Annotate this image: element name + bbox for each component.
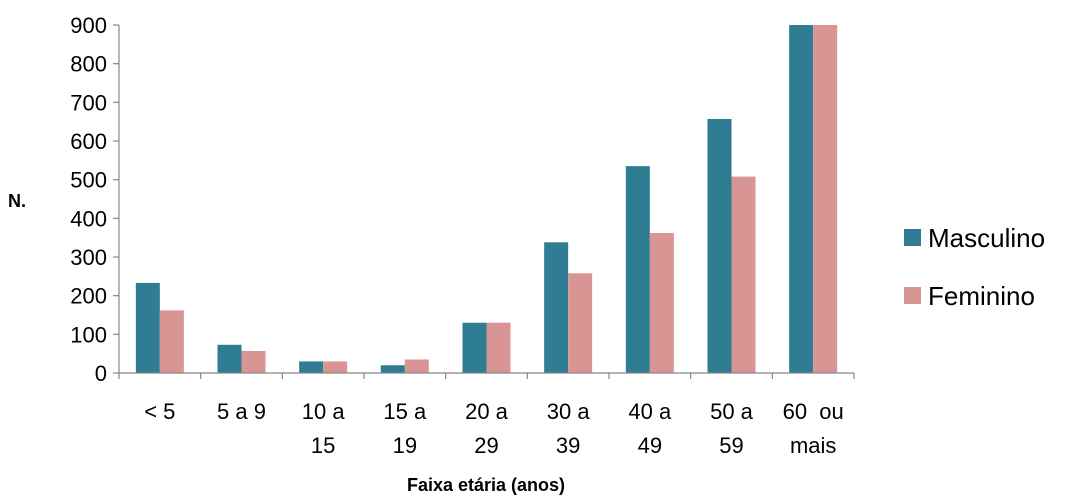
x-tick-label: 5 a 9 <box>217 399 266 424</box>
x-tick-label: mais <box>790 433 836 458</box>
bar-masculino-4 <box>462 322 487 373</box>
x-tick-label: 39 <box>556 433 580 458</box>
y-tick-labels: 0 100 200 300 400 500 600 700 800 900 <box>70 13 107 386</box>
legend: Masculino Feminino <box>904 223 1045 311</box>
y-tick-label: 400 <box>70 206 107 231</box>
axes-layer <box>113 24 855 379</box>
y-tick-label: 0 <box>95 361 107 386</box>
x-tick-label: 19 <box>393 433 417 458</box>
bar-feminino-5 <box>568 273 593 373</box>
bar-masculino-6 <box>625 166 650 373</box>
x-tick-label: 60 ou <box>783 399 844 424</box>
x-tick-label: 20 a <box>465 399 509 424</box>
x-tick-label: 59 <box>719 433 743 458</box>
x-tick-label: 49 <box>638 433 662 458</box>
bar-feminino-3 <box>404 359 429 373</box>
y-tick-label: 700 <box>70 90 107 115</box>
bar-masculino-5 <box>544 242 569 373</box>
y-tick-label: 200 <box>70 284 107 309</box>
bar-masculino-2 <box>299 361 324 373</box>
y-tick-label: 300 <box>70 245 107 270</box>
x-axis-title: Faixa etária (anos) <box>407 475 565 495</box>
x-tick-labels: < 5 5 a 9 10 a 15 15 a 19 20 a 29 30 a 39 40 a 49 50… <box>144 399 844 458</box>
x-tick-label: 10 a <box>302 399 346 424</box>
y-tick-label: 900 <box>70 13 107 38</box>
x-tick-label: < 5 <box>144 399 175 424</box>
x-tick-label: 30 a <box>547 399 591 424</box>
bars-layer <box>135 25 838 374</box>
bar-feminino-0 <box>159 310 184 373</box>
bar-masculino-8 <box>789 25 814 373</box>
legend-swatch-feminino <box>904 287 921 304</box>
y-tick-label: 100 <box>70 322 107 347</box>
bar-masculino-7 <box>707 118 732 374</box>
y-axis-title: N. <box>8 191 26 211</box>
y-tick-label: 500 <box>70 168 107 193</box>
bar-feminino-8 <box>813 25 838 373</box>
bar-feminino-1 <box>241 350 266 373</box>
x-tick-label: 50 a <box>710 399 754 424</box>
legend-swatch-masculino <box>904 229 921 246</box>
x-tick-label: 29 <box>474 433 498 458</box>
legend-label-feminino: Feminino <box>928 281 1035 311</box>
bar-feminino-2 <box>323 361 348 373</box>
bar-masculino-0 <box>135 282 160 373</box>
bar-masculino-1 <box>217 344 242 373</box>
bar-feminino-6 <box>649 233 674 373</box>
y-tick-label: 600 <box>70 129 107 154</box>
bar-feminino-4 <box>486 322 511 373</box>
x-tick-label: 15 <box>311 433 335 458</box>
bar-feminino-7 <box>731 176 756 373</box>
y-tick-label: 800 <box>70 52 107 77</box>
x-tick-label: 40 a <box>628 399 672 424</box>
x-tick-label: 15 a <box>383 399 427 424</box>
bar-masculino-3 <box>380 365 405 373</box>
legend-label-masculino: Masculino <box>928 223 1045 253</box>
